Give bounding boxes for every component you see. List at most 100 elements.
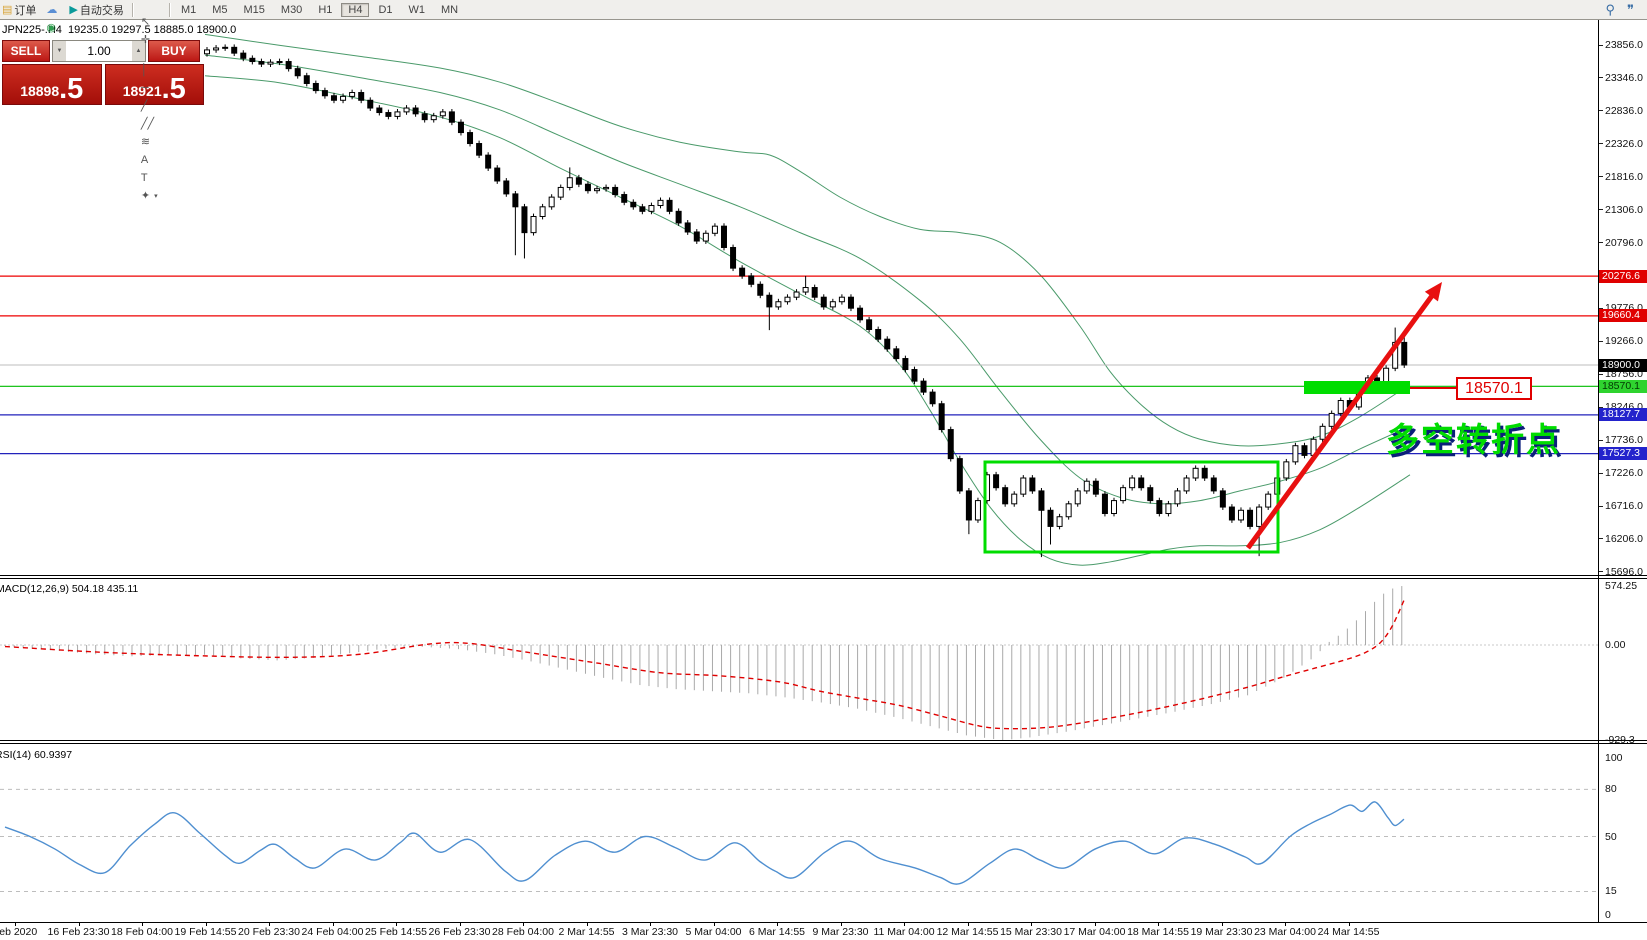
cursor-button[interactable]: ↖: [137, 13, 165, 31]
auto-trading-button[interactable]: ▶ 自动交易: [65, 1, 127, 19]
candle-body: [757, 283, 764, 296]
timeframe-M1[interactable]: M1: [180, 3, 197, 16]
candle-body: [829, 301, 836, 308]
time-tick-label: 9 Mar 23:30: [812, 926, 869, 938]
time-tick-mark: [586, 923, 588, 926]
price-tick-label: 22836.0: [1605, 104, 1643, 117]
text-button[interactable]: A: [137, 151, 165, 169]
time-tick-mark: [396, 923, 397, 926]
timeframe-M15[interactable]: M15: [243, 3, 265, 16]
trend-arrow-line: [1245, 289, 1438, 550]
timeframe-D1[interactable]: D1: [378, 3, 393, 16]
ask-price-display[interactable]: 18921.5: [104, 64, 204, 105]
rsi-tick-label: 0: [1605, 909, 1611, 921]
price-tick-label: 17226.0: [1605, 467, 1643, 480]
templates-button[interactable]: ▥▾: [137, 0, 165, 1]
arrows-button[interactable]: ✦ ▾: [140, 189, 158, 202]
new-order-button[interactable]: ▤ 订单: [0, 1, 40, 19]
time-tick-label: 24 Mar 14:55: [1317, 926, 1380, 938]
candle-body: [1020, 477, 1027, 495]
signal-icon[interactable]: ◉: [46, 21, 57, 34]
price-tick-label: 20796.0: [1605, 236, 1643, 249]
candle-body: [1337, 400, 1344, 414]
candle-body: [367, 99, 374, 109]
candle-body: [1256, 506, 1263, 527]
fibonacci-button[interactable]: ≋: [137, 133, 165, 151]
timeframe-W1[interactable]: W1: [408, 3, 426, 16]
time-tick-label: 28 Feb 04:00: [492, 926, 554, 938]
candle-body: [385, 112, 392, 117]
volume-input[interactable]: 1.00: [87, 44, 111, 58]
channel-button[interactable]: ╱╱: [137, 115, 165, 133]
macd-pane: [0, 586, 1598, 740]
price-axis[interactable]: 23856.0 23346.0 22836.0 22326.0 21816.0 21306…: [1599, 0, 1647, 940]
time-tick-mark: [269, 923, 270, 926]
time-tick-mark: [332, 923, 334, 926]
time-tick-label: 6 Mar 14:55: [748, 926, 806, 938]
candle-body: [1192, 467, 1199, 479]
crosshair-icon: ✛: [140, 33, 151, 46]
pane-separator[interactable]: [0, 575, 1647, 576]
candle-body: [793, 291, 800, 298]
timeframe-MN[interactable]: MN: [441, 3, 459, 16]
volume-increase-button[interactable]: ▲: [132, 41, 145, 61]
price-tick-mark: [1599, 77, 1603, 79]
time-axis-line: [0, 922, 1647, 923]
chart-window-icon[interactable]: ☁: [46, 3, 58, 16]
vertical-line-button[interactable]: │: [137, 61, 165, 79]
bid-price-display[interactable]: 18898.5: [2, 64, 102, 105]
candle-body: [1029, 477, 1036, 492]
time-tick-label: 11 Mar 04:00: [873, 926, 935, 938]
candle-body: [548, 196, 555, 208]
horizontal-line-button[interactable]: ─: [137, 79, 165, 97]
price-badge-18900.0: 18900.0: [1599, 358, 1647, 372]
timeframe-H4[interactable]: H4: [341, 2, 370, 17]
trendline-button[interactable]: ╱: [137, 97, 165, 115]
chat-button[interactable]: ❞: [1623, 1, 1640, 19]
volume-decrease-button[interactable]: ▼: [53, 41, 66, 61]
pane-separator[interactable]: [0, 740, 1647, 741]
candle-body: [412, 107, 419, 115]
candle-body: [530, 215, 537, 234]
candle-body: [603, 186, 610, 190]
timeframe-M30[interactable]: M30: [280, 3, 303, 16]
timeframe-M5[interactable]: M5: [212, 3, 228, 16]
bid-int: 18898: [20, 83, 60, 99]
candle-body: [993, 474, 1000, 489]
candle-body: [222, 46, 229, 49]
candle-body: [494, 167, 501, 182]
sell-button[interactable]: SELL: [2, 40, 50, 62]
timeframe-H1[interactable]: H1: [318, 3, 333, 16]
rsi-pane: [0, 788, 1598, 892]
candle-body: [394, 111, 401, 117]
search-button[interactable]: ⚲: [1601, 1, 1621, 19]
price-badge-19660.4: 19660.4: [1599, 309, 1647, 323]
text-label-button[interactable]: T: [137, 169, 165, 187]
bollinger-middle: [204, 54, 1411, 505]
chinese-annotation[interactable]: 多空转折点: [1386, 421, 1561, 458]
time-tick-mark: [1285, 923, 1286, 926]
candle-body: [1201, 467, 1208, 479]
candle-body: [730, 246, 737, 269]
candle-body: [467, 132, 474, 145]
buy-button[interactable]: BUY: [148, 40, 200, 62]
candle-body: [512, 193, 519, 208]
candle-body: [630, 201, 637, 208]
candle-body: [1065, 503, 1072, 518]
candle-body: [485, 154, 492, 169]
price-tick-label: 22326.0: [1605, 137, 1643, 150]
price-tick-mark: [1599, 209, 1603, 211]
candle-body: [920, 380, 927, 393]
candle-body: [1210, 477, 1217, 492]
candle-body: [584, 183, 591, 192]
price-tick-label: 17736.0: [1605, 434, 1643, 447]
level-price-label[interactable]: 18570.1: [1456, 377, 1532, 400]
price-tick-label: 16716.0: [1605, 500, 1643, 513]
price-tick-mark: [1599, 143, 1603, 145]
candle-body: [666, 199, 673, 212]
candle-body: [1301, 445, 1308, 456]
ask-int: 18921: [122, 83, 162, 99]
crosshair-button[interactable]: ✛: [137, 31, 165, 49]
